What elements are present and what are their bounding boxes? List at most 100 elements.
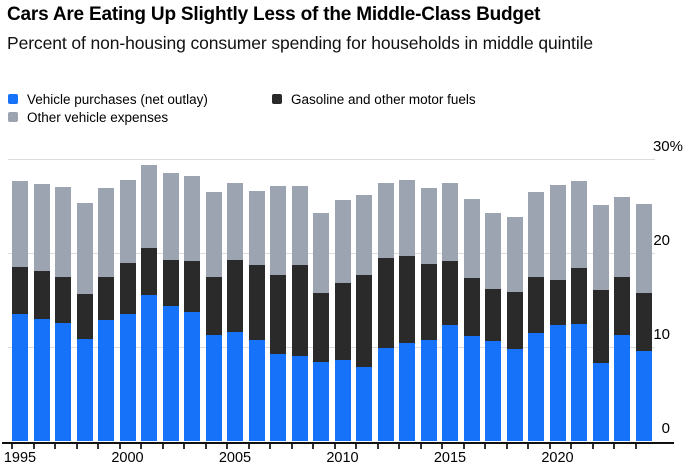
- bar-segment: [98, 319, 114, 441]
- bar-segment: [399, 179, 415, 256]
- bar-segment: [420, 188, 437, 265]
- bar-segment: [571, 324, 587, 441]
- bar-segment: [442, 325, 458, 441]
- bar-segment: [313, 212, 329, 293]
- bar-segment: [635, 350, 652, 441]
- chart-subtitle: Percent of non-housing consumer spending…: [7, 33, 594, 53]
- bar-segment: [506, 348, 523, 441]
- bar-2007: [270, 186, 286, 441]
- bar-segment: [614, 276, 630, 335]
- bar-segment: [98, 188, 114, 278]
- bar-segment: [442, 182, 458, 261]
- bar-2018: [506, 217, 523, 441]
- x-tick: [441, 444, 443, 449]
- x-tick: [484, 444, 486, 449]
- bar-segment: [377, 347, 394, 441]
- bar-segment: [119, 263, 136, 315]
- x-axis-line: [2, 442, 674, 444]
- y-gridline-10: [8, 347, 655, 348]
- bar-segment: [270, 274, 286, 354]
- x-tick: [591, 444, 594, 449]
- bar-segment: [12, 180, 28, 268]
- legend-swatch-gray-icon: [8, 112, 18, 122]
- bar-segment: [162, 173, 179, 260]
- bar-segment: [313, 292, 329, 363]
- x-tick: [419, 444, 422, 449]
- y-gridline-20: [8, 253, 655, 254]
- bar-segment: [205, 191, 222, 277]
- bar-segment: [614, 196, 630, 277]
- x-tick: [32, 444, 35, 449]
- bar-segment: [141, 295, 157, 441]
- bar-segment: [334, 283, 351, 361]
- bar-segment: [506, 291, 523, 349]
- bar-segment: [635, 204, 652, 294]
- x-tick: [226, 444, 228, 449]
- bar-segment: [592, 362, 609, 441]
- bar-segment: [463, 199, 480, 279]
- bar-segment: [356, 274, 372, 367]
- bar-segment: [485, 341, 501, 441]
- bar-2015: [442, 182, 458, 441]
- bar-2013: [399, 179, 415, 441]
- x-tick: [570, 444, 572, 449]
- bar-2002: [162, 173, 179, 441]
- bar-1996: [33, 184, 50, 441]
- legend-label: Gasoline and other motor fuels: [291, 91, 476, 107]
- bar-segment: [485, 288, 501, 342]
- x-tick: [161, 444, 164, 449]
- bar-segment: [291, 265, 308, 357]
- bar-segment: [549, 280, 566, 326]
- bar-2006: [248, 190, 265, 441]
- bar-2023: [614, 196, 630, 441]
- x-tick: [204, 444, 207, 449]
- bar-1998: [76, 203, 93, 441]
- x-tick: [527, 444, 529, 449]
- bar-segment: [528, 332, 544, 441]
- x-axis-label-2000: 2000: [111, 450, 144, 466]
- legend-item-other-expenses: Other vehicle expenses: [8, 108, 168, 126]
- bar-segment: [162, 259, 179, 306]
- x-tick: [183, 444, 185, 449]
- bar-segment: [291, 186, 308, 266]
- bar-2014: [420, 188, 437, 441]
- bar-segment: [162, 305, 179, 441]
- y-axis-label-0: 0: [661, 420, 670, 437]
- bar-segment: [463, 335, 480, 441]
- bar-2001: [141, 164, 157, 441]
- bar-segment: [592, 205, 609, 290]
- x-axis-label-2010: 2010: [326, 450, 359, 466]
- legend-item-vehicle-purchases: Vehicle purchases (net outlay): [8, 90, 208, 108]
- x-tick: [54, 444, 56, 449]
- x-tick: [462, 444, 465, 449]
- bar-2020: [549, 185, 566, 441]
- bar-segment: [270, 353, 286, 441]
- bar-segment: [227, 259, 243, 332]
- bar-segment: [76, 203, 93, 295]
- x-axis-label-2020: 2020: [541, 450, 574, 466]
- y-axis-label-30: 30%: [652, 138, 683, 155]
- legend-label: Vehicle purchases (net outlay): [27, 91, 208, 107]
- bar-segment: [528, 277, 544, 333]
- bar-segment: [614, 334, 630, 441]
- bar-segment: [33, 184, 50, 271]
- bar-2019: [528, 191, 544, 441]
- bar-segment: [227, 182, 243, 260]
- bar-segment: [33, 270, 50, 319]
- legend-swatch-blue-icon: [8, 94, 18, 104]
- legend-item-gasoline: Gasoline and other motor fuels: [272, 90, 476, 108]
- bar-segment: [549, 325, 566, 441]
- bar-segment: [248, 190, 265, 266]
- x-tick: [505, 444, 508, 449]
- bar-2021: [571, 180, 587, 441]
- bar-segment: [205, 276, 222, 335]
- bar-segment: [98, 277, 114, 320]
- legend-label: Other vehicle expenses: [27, 109, 169, 125]
- bar-segment: [334, 360, 351, 441]
- bar-segment: [356, 366, 372, 441]
- x-tick: [376, 444, 379, 449]
- bar-2017: [485, 212, 501, 441]
- x-tick: [290, 444, 293, 449]
- x-tick: [75, 444, 78, 449]
